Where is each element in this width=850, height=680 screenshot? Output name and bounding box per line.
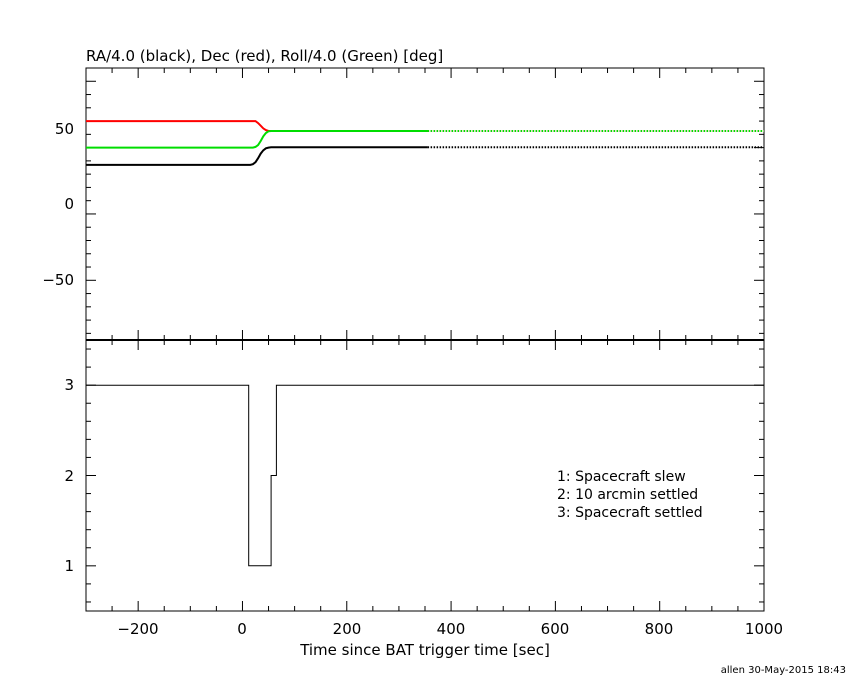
settle-status-step-line xyxy=(86,384,764,567)
x-tick-labels: −200 0 200 400 600 800 1000 xyxy=(117,620,783,638)
x-tick-label: 200 xyxy=(333,620,362,638)
legend: 1: Spacecraft slew 2: 10 arcmin settled … xyxy=(557,469,703,521)
attitude-minor-ticks xyxy=(85,67,764,340)
settle-status-major-ticks xyxy=(86,340,765,611)
settle-status-panel: 3 2 1 −200 0 200 400 600 800 1000 Time s… xyxy=(64,339,783,659)
attitude-y-tick-label: −50 xyxy=(42,271,74,289)
x-axis-title: Time since BAT trigger time [sec] xyxy=(299,641,550,659)
x-tick-label: 600 xyxy=(541,620,570,638)
settle-status-series xyxy=(86,384,764,567)
x-tick-label: 800 xyxy=(645,620,674,638)
footer-credit: allen 30-May-2015 18:43 xyxy=(721,665,846,676)
legend-entry-slew: 1: Spacecraft slew xyxy=(557,469,686,485)
attitude-chart-title: RA/4.0 (black), Dec (red), Roll/4.0 (Gre… xyxy=(86,47,443,65)
settle-status-y-tick-labels: 3 2 1 xyxy=(64,376,74,575)
legend-entry-settled: 3: Spacecraft settled xyxy=(557,505,703,521)
dec-series-line xyxy=(86,120,428,132)
attitude-panel: 50 0 −50 RA/4.0 (black), Dec (red), Roll… xyxy=(42,47,765,341)
attitude-series xyxy=(86,120,764,166)
attitude-major-ticks xyxy=(86,68,765,340)
x-tick-label: 1000 xyxy=(745,620,783,638)
attitude-y-tick-label: 50 xyxy=(55,120,74,138)
ra-series-line xyxy=(86,146,428,166)
attitude-y-tick-label: 0 xyxy=(64,195,74,213)
attitude-y-tick-labels: 50 0 −50 xyxy=(42,120,74,289)
settle-status-y-tick-label: 1 xyxy=(64,557,74,575)
x-tick-label: −200 xyxy=(117,620,158,638)
settle-status-minor-ticks xyxy=(85,340,764,611)
legend-entry-10-arcmin-settled: 2: 10 arcmin settled xyxy=(557,487,698,503)
x-tick-label: 400 xyxy=(437,620,466,638)
x-tick-label: 0 xyxy=(237,620,247,638)
settle-status-y-tick-label: 3 xyxy=(64,376,74,394)
attitude-plot-frame xyxy=(85,67,765,341)
roll-series-line xyxy=(86,130,428,149)
settle-status-y-tick-label: 2 xyxy=(64,467,74,485)
